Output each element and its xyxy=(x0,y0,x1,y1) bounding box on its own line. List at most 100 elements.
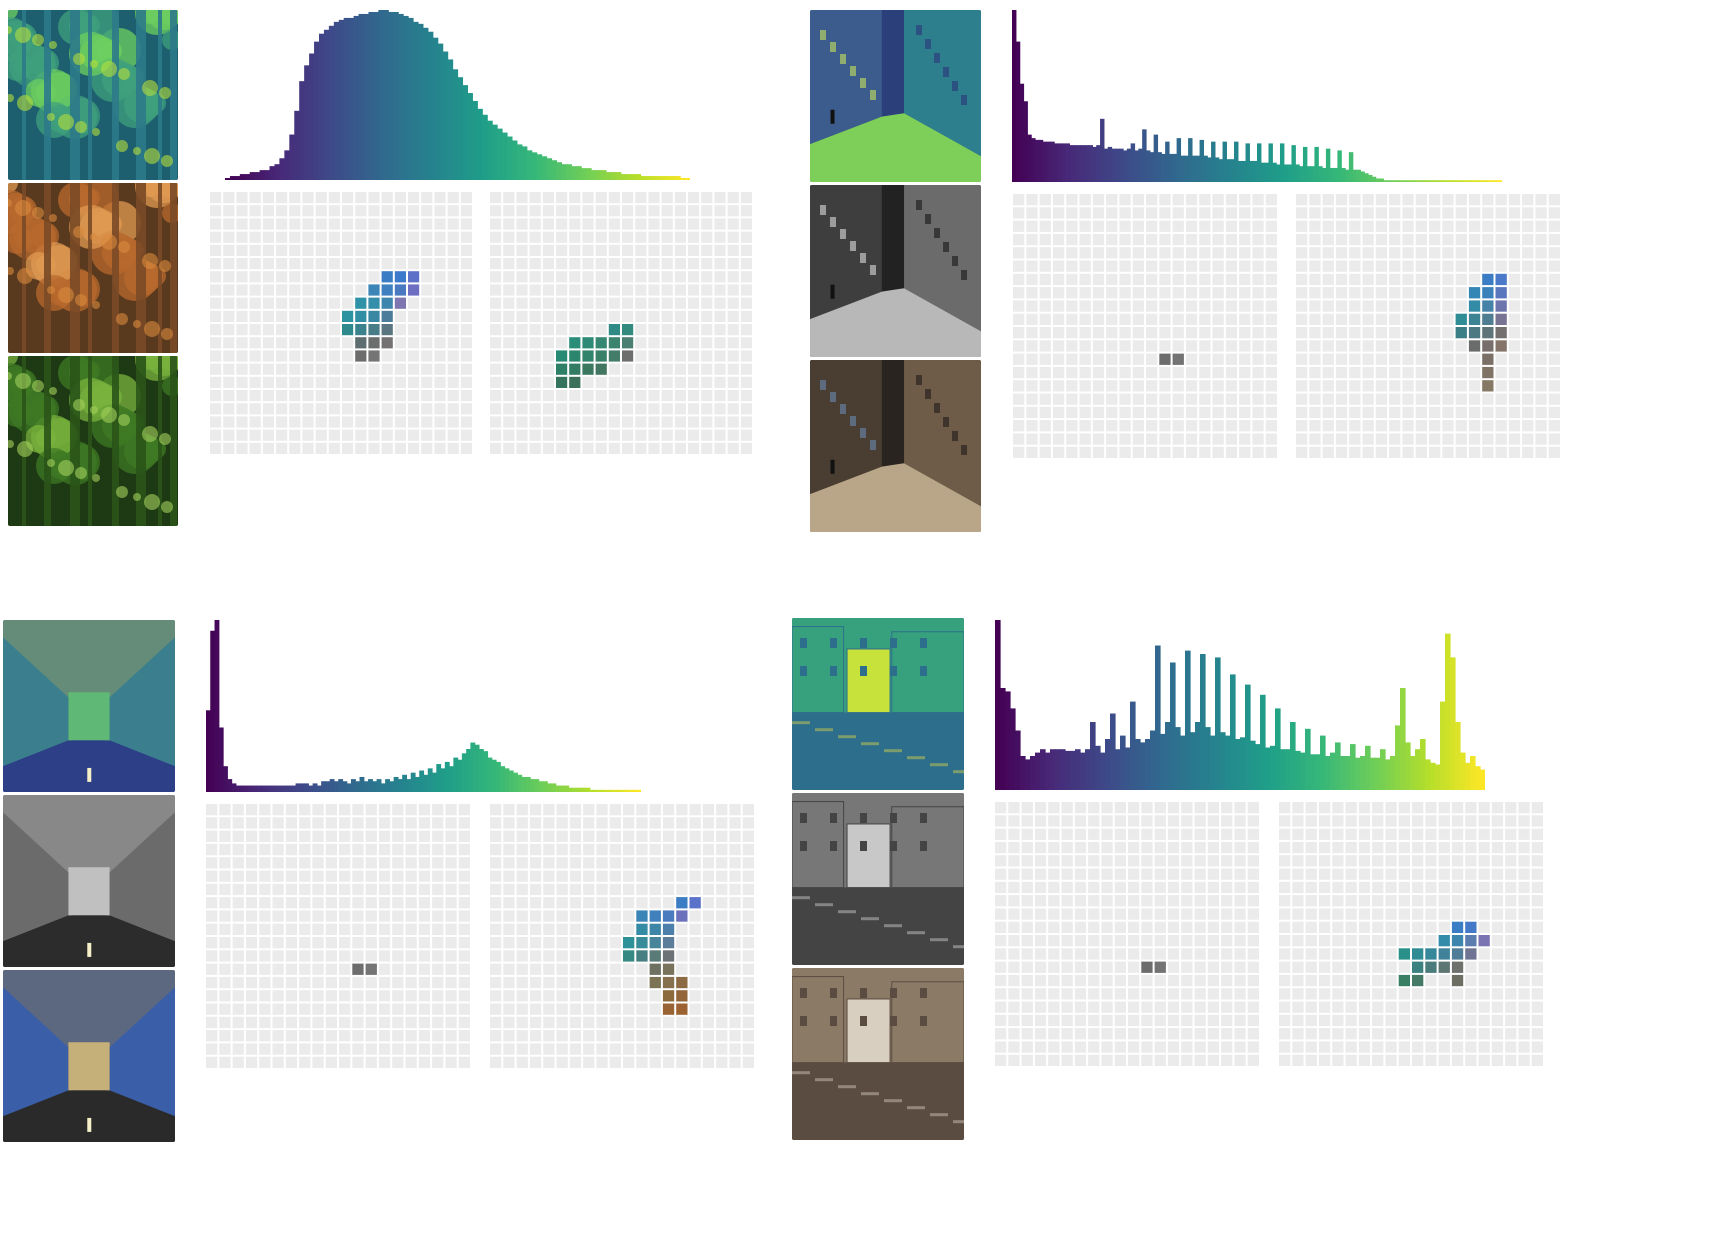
grid-cell-empty xyxy=(674,284,686,296)
grid-cell-empty xyxy=(1402,220,1414,232)
grid-cell-empty xyxy=(355,258,367,270)
grid-cell-filled xyxy=(1451,961,1464,973)
grid-cell-empty xyxy=(742,817,754,829)
grid-cell-empty xyxy=(1279,988,1291,1000)
grid-cell-empty xyxy=(1468,194,1481,206)
grid-cell-empty xyxy=(289,403,301,415)
grid-cell-empty xyxy=(516,817,528,829)
grid-cell-empty xyxy=(661,337,673,349)
grid-cell-empty xyxy=(232,937,244,949)
grid-cell-empty xyxy=(674,442,686,454)
grid-cell-empty xyxy=(1518,802,1530,814)
grid-cell-empty xyxy=(1478,841,1490,854)
grid-cell-empty xyxy=(1505,1014,1517,1027)
grid-cell-empty xyxy=(1167,921,1180,933)
grid-cell-empty xyxy=(1159,260,1171,272)
grid-cell-empty xyxy=(569,990,582,1002)
grid-cell-empty xyxy=(1252,327,1264,339)
histogram-bar xyxy=(1054,143,1059,182)
grid-cell-empty xyxy=(729,897,741,909)
grid-cell-empty xyxy=(689,1043,701,1055)
grid-cell-empty xyxy=(1389,446,1401,458)
grid-cell-empty xyxy=(676,1043,688,1055)
grid-cell-empty xyxy=(232,1043,244,1055)
grid-cell-empty xyxy=(1292,1014,1304,1027)
grid-cell-empty xyxy=(312,910,324,922)
histogram-bar xyxy=(1337,150,1342,182)
window xyxy=(840,54,846,64)
histogram-bar xyxy=(1295,164,1300,182)
grid-cell-empty xyxy=(622,310,634,322)
grid-cell-empty xyxy=(392,870,404,882)
grid-cell-empty xyxy=(623,817,635,829)
grid-cell-empty xyxy=(1026,313,1038,325)
grid-cell-empty xyxy=(595,403,607,415)
grid-cell-empty xyxy=(1039,340,1051,352)
grid-cell-empty xyxy=(1039,260,1051,272)
grid-cell-empty xyxy=(714,218,726,230)
histogram-bar xyxy=(1264,162,1270,182)
grid-cell-empty xyxy=(1013,300,1025,312)
grid-cell-empty xyxy=(1039,287,1051,299)
grid-cell-empty xyxy=(1092,420,1105,432)
grid-cell-empty xyxy=(661,442,673,454)
grid-cell-empty xyxy=(418,804,431,816)
grid-cell-empty xyxy=(727,429,739,441)
grid-cell-empty xyxy=(378,963,391,975)
grid-cell-empty xyxy=(1114,974,1126,987)
grid-cell-empty xyxy=(378,1056,391,1068)
grid-cell-empty xyxy=(302,363,314,375)
grid-cell-empty xyxy=(1034,1054,1047,1066)
grid-cell-empty xyxy=(1212,313,1224,325)
grid-cell-empty xyxy=(1167,855,1180,867)
grid-cell-empty xyxy=(503,1016,515,1029)
grid-cell-empty xyxy=(434,324,446,336)
grid-cell-empty xyxy=(315,244,327,256)
leaf-highlight xyxy=(142,426,158,442)
grid-cell-empty xyxy=(378,870,391,882)
grid-cell-empty xyxy=(1252,446,1264,458)
grid-cell-empty xyxy=(378,843,391,856)
grid-cell-empty xyxy=(556,870,568,882)
window xyxy=(860,1016,867,1026)
grid-cell-empty xyxy=(1132,313,1144,325)
grid-cell-empty xyxy=(1292,868,1304,880)
grid-cell-empty xyxy=(516,429,528,441)
grid-cell-empty xyxy=(1531,921,1543,933)
histogram-bar xyxy=(472,100,478,180)
histogram-bar xyxy=(650,176,656,180)
histogram-bar xyxy=(1287,164,1293,182)
grid-cell-empty xyxy=(1455,446,1467,458)
grid-cell-empty xyxy=(1389,247,1401,259)
grid-cell-empty xyxy=(727,231,739,243)
histogram-bar xyxy=(1130,701,1136,790)
grid-cell-empty xyxy=(516,870,528,882)
histogram-bar xyxy=(1394,180,1400,182)
grid-cell-empty xyxy=(648,429,660,441)
grid-cell-empty xyxy=(1212,353,1224,365)
grid-cell-empty xyxy=(1119,340,1131,352)
grid-cell-empty xyxy=(352,843,364,856)
grid-cell-empty xyxy=(352,883,364,896)
grid-cell-empty xyxy=(236,416,248,428)
grid-cell-empty xyxy=(689,923,701,935)
thumbnail-street-viridis xyxy=(810,10,981,182)
histogram-bar xyxy=(1073,145,1078,182)
grid-cell-empty xyxy=(1066,406,1078,419)
grid-cell-empty xyxy=(1478,988,1490,1000)
grid-cell-empty xyxy=(1088,1054,1100,1066)
grid-cell-empty xyxy=(1522,300,1534,312)
grid-cell-empty xyxy=(516,271,528,283)
grid-cell-empty xyxy=(742,870,754,882)
grid-cell-empty xyxy=(1167,895,1180,907)
grid-cell-empty xyxy=(1132,366,1144,379)
grid-cell-empty xyxy=(1154,935,1166,947)
tree-trunk xyxy=(44,356,51,526)
grid-cell-empty xyxy=(1185,340,1198,352)
grid-cell-empty xyxy=(1008,1028,1020,1040)
grid-cell-empty xyxy=(503,897,515,909)
grid-cell-empty xyxy=(210,297,222,309)
grid-cell-empty xyxy=(1375,406,1388,419)
grid-cell-empty xyxy=(689,1016,701,1029)
histogram-bar xyxy=(244,785,250,792)
